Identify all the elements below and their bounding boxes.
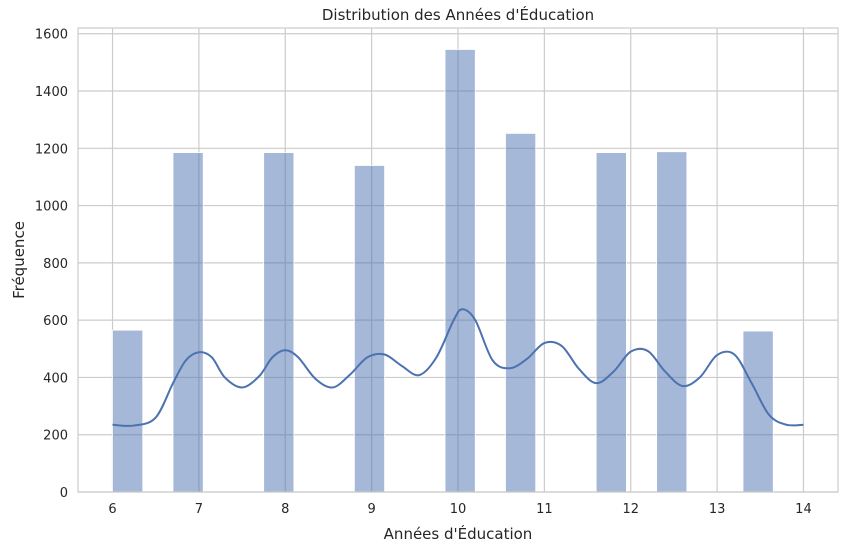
y-tick-label-5: 1000 <box>35 200 68 215</box>
bar-3 <box>353 165 385 493</box>
y-tick-label-7: 1400 <box>35 85 68 100</box>
bar-6 <box>595 152 627 493</box>
y-tick-label-0: 0 <box>60 486 68 501</box>
bars <box>112 49 774 493</box>
bar-7 <box>656 151 688 493</box>
y-tick-label-4: 800 <box>43 257 68 272</box>
kde-curve-group <box>112 308 804 427</box>
x-tick-labels: 6 7 8 9 10 11 12 13 14 <box>108 502 811 517</box>
bar-4 <box>444 49 476 493</box>
x-tick-label-6: 12 <box>622 502 639 517</box>
x-tick-label-2: 8 <box>281 502 289 517</box>
y-tick-labels: 0 200 400 600 800 1000 1200 1400 1600 <box>35 28 68 501</box>
y-tick-label-8: 1600 <box>35 28 68 43</box>
x-axis-title: Années d'Éducation <box>384 524 533 543</box>
x-tick-label-5: 11 <box>536 502 553 517</box>
bar-2 <box>263 152 295 493</box>
bar-8 <box>742 330 774 493</box>
y-tick-label-1: 200 <box>43 429 68 444</box>
bar-1 <box>172 152 204 493</box>
y-tick-label-6: 1200 <box>35 142 68 157</box>
kde-line <box>112 308 804 427</box>
bar-0 <box>112 329 144 493</box>
x-tick-label-4: 10 <box>450 502 467 517</box>
y-tick-label-3: 600 <box>43 314 68 329</box>
bar-5 <box>505 133 537 493</box>
chart-title: Distribution des Années d'Éducation <box>322 5 594 24</box>
x-tick-label-3: 9 <box>367 502 375 517</box>
x-tick-label-7: 13 <box>709 502 726 517</box>
y-axis-title: Fréquence <box>10 221 28 299</box>
x-tick-label-0: 6 <box>108 502 116 517</box>
plot-frame <box>77 27 839 493</box>
x-tick-label-1: 7 <box>195 502 203 517</box>
y-tick-label-2: 400 <box>43 371 68 386</box>
x-tick-label-8: 14 <box>795 502 812 517</box>
